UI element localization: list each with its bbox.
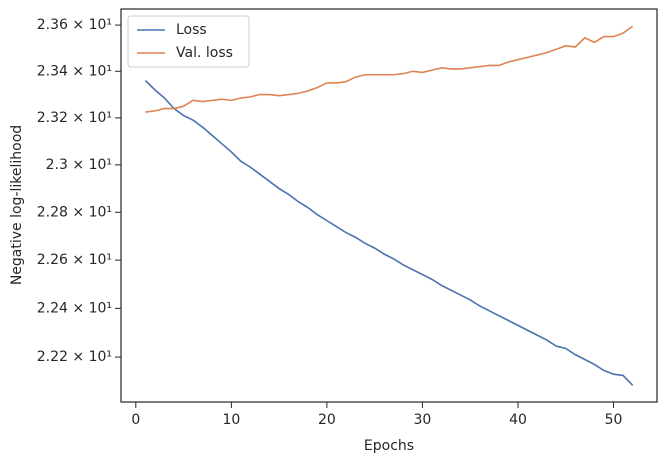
y-tick-label: 2.26 × 10¹ xyxy=(37,252,112,268)
x-tick-label: 40 xyxy=(509,412,527,428)
y-tick-label: 2.32 × 10¹ xyxy=(37,110,112,126)
line xyxy=(145,25,634,113)
legend-label: Val. loss xyxy=(176,45,233,61)
x-tick-label: 50 xyxy=(605,412,623,428)
y-tick-label: 2.34 × 10¹ xyxy=(37,63,112,79)
line xyxy=(144,79,634,386)
legend-label: Loss xyxy=(176,22,207,38)
y-tick-label: 2.28 × 10¹ xyxy=(37,204,112,220)
y-axis-label: Negative log-likelihood xyxy=(9,125,25,285)
legend-box xyxy=(127,15,250,68)
x-tick-label: 10 xyxy=(222,412,240,428)
y-tick-label: 2.22 × 10¹ xyxy=(37,349,112,365)
x-tick-label: 20 xyxy=(318,412,336,428)
y-tick-label: 2.24 × 10¹ xyxy=(37,300,112,316)
x-tick-label: 0 xyxy=(131,412,140,428)
y-tick-label: 2.3 × 10¹ xyxy=(46,157,112,173)
x-axis-label: Epochs xyxy=(364,438,414,454)
y-tick-label: 2.36 × 10¹ xyxy=(37,17,112,33)
x-tick-label: 30 xyxy=(414,412,432,428)
plot-frame xyxy=(120,8,658,403)
